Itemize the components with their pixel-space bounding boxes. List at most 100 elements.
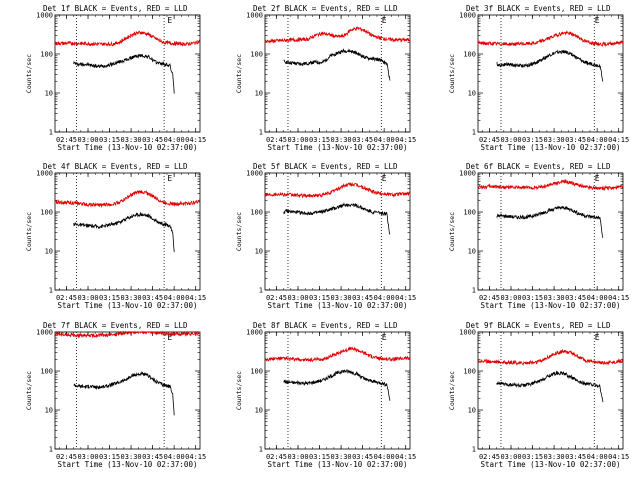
x-tick-label: 03:15: [522, 136, 543, 144]
x-tick-label: 02:45: [266, 453, 287, 461]
x-tick-label: 02:45: [56, 136, 77, 144]
x-tick-label: 04:00: [164, 453, 185, 461]
x-tick-label: 04:15: [395, 294, 416, 302]
x-axis-label: Start Time (13-Nov-10 02:37:00): [481, 460, 621, 469]
x-tick-label: 03:45: [565, 136, 586, 144]
y-tick-label: 100: [250, 209, 263, 217]
y-tick-label: 10: [468, 90, 476, 98]
y-tick-label: 10: [45, 407, 53, 415]
eclipse-marker: E: [167, 174, 172, 183]
x-tick-label: 04:15: [185, 453, 206, 461]
y-tick-label: 1: [472, 129, 476, 137]
y-axis-label: Counts/sec: [235, 54, 243, 93]
x-axis-label: Start Time (13-Nov-10 02:37:00): [268, 143, 408, 152]
x-axis-label: Start Time (13-Nov-10 02:37:00): [481, 301, 621, 310]
x-tick-label: 03:30: [331, 294, 352, 302]
plot-frame: [477, 172, 624, 291]
series-line-events: [496, 49, 604, 82]
detector-panel-9: Det 9f BLACK = Events, RED = LLD 1 10 100 10…: [448, 321, 629, 469]
x-tick-label: 04:15: [395, 453, 416, 461]
panel-title: Det 7f BLACK = Events, RED = LLD: [43, 321, 188, 330]
x-tick-label: 03:00: [77, 136, 98, 144]
panel-title: Det 3f BLACK = Events, RED = LLD: [466, 4, 611, 13]
x-tick-label: 03:00: [287, 136, 308, 144]
x-tick-label: 03:30: [121, 453, 142, 461]
eclipse-marker: E: [595, 174, 600, 183]
x-tick-label: 03:30: [331, 453, 352, 461]
y-tick-label: 100: [250, 368, 263, 376]
series-line-lld: [264, 182, 411, 199]
y-tick-label: 1: [49, 287, 53, 295]
x-tick-label: 04:15: [185, 294, 206, 302]
x-tick-label: 04:15: [395, 136, 416, 144]
y-axis-label: Counts/sec: [235, 371, 243, 410]
x-tick-label: 03:00: [500, 453, 521, 461]
series-line-lld: [54, 330, 201, 339]
y-tick-label: 1000: [246, 329, 263, 337]
series-line-lld: [264, 26, 411, 44]
series-line-events: [73, 371, 175, 416]
series-line-lld: [264, 346, 411, 363]
x-tick-label: 04:00: [587, 136, 608, 144]
x-tick-label: 02:45: [479, 136, 500, 144]
x-tick-label: 03:15: [99, 294, 120, 302]
y-tick-label: 100: [463, 368, 476, 376]
y-tick-label: 1: [472, 446, 476, 454]
x-tick-label: 03:15: [309, 294, 330, 302]
x-axis-label: Start Time (13-Nov-10 02:37:00): [58, 143, 198, 152]
y-tick-label: 1000: [246, 12, 263, 20]
x-axis-label: Start Time (13-Nov-10 02:37:00): [58, 460, 198, 469]
detector-panel-6: Det 6f BLACK = Events, RED = LLD 1 10 100 10…: [448, 162, 629, 310]
x-tick-label: 03:30: [331, 136, 352, 144]
y-tick-label: 1000: [459, 12, 476, 20]
y-tick-label: 10: [468, 248, 476, 256]
x-tick-label: 03:15: [99, 453, 120, 461]
x-axis-label: Start Time (13-Nov-10 02:37:00): [268, 301, 408, 310]
eclipse-marker: E: [382, 174, 387, 183]
y-tick-label: 10: [45, 248, 53, 256]
eclipse-marker: E: [382, 333, 387, 342]
y-axis-label: Counts/sec: [448, 371, 456, 410]
plot-frame: [264, 172, 411, 291]
x-tick-label: 04:15: [608, 136, 629, 144]
x-tick-label: 03:30: [544, 294, 565, 302]
x-tick-label: 03:15: [309, 136, 330, 144]
plot-frame: [54, 331, 201, 450]
x-tick-label: 02:45: [479, 294, 500, 302]
y-axis-label: Counts/sec: [25, 54, 33, 93]
x-tick-label: 03:00: [77, 453, 98, 461]
x-tick-label: 03:45: [352, 294, 373, 302]
x-tick-label: 04:00: [164, 136, 185, 144]
y-tick-label: 1000: [36, 170, 53, 178]
x-tick-label: 02:45: [56, 453, 77, 461]
eclipse-marker: E: [595, 333, 600, 342]
series-line-lld: [54, 189, 201, 209]
y-tick-label: 1: [259, 446, 263, 454]
plot-frame: [54, 172, 201, 291]
eclipse-marker: E: [167, 16, 172, 25]
x-tick-label: 04:15: [608, 294, 629, 302]
x-axis-label: Start Time (13-Nov-10 02:37:00): [268, 460, 408, 469]
series-line-lld: [477, 348, 624, 366]
y-tick-label: 100: [40, 209, 53, 217]
panel-title: Det 2f BLACK = Events, RED = LLD: [253, 4, 398, 13]
x-tick-label: 03:30: [121, 294, 142, 302]
series-line-events: [283, 369, 391, 401]
y-tick-label: 10: [468, 407, 476, 415]
x-tick-label: 03:00: [500, 136, 521, 144]
x-tick-label: 03:30: [544, 453, 565, 461]
x-tick-label: 03:45: [142, 453, 163, 461]
detector-panel-5: Det 5f BLACK = Events, RED = LLD 1 10 100 10…: [235, 162, 416, 310]
panel-title: Det 6f BLACK = Events, RED = LLD: [466, 162, 611, 171]
plot-frame: [54, 14, 201, 133]
x-tick-label: 02:45: [266, 294, 287, 302]
y-tick-label: 1: [49, 446, 53, 454]
plot-frame: [477, 331, 624, 450]
y-tick-label: 1000: [459, 170, 476, 178]
x-tick-label: 04:00: [374, 136, 395, 144]
detector-panel-4: Det 4f BLACK = Events, RED = LLD 1 10 100 10…: [25, 162, 206, 310]
y-tick-label: 100: [40, 51, 53, 59]
x-tick-label: 03:45: [565, 453, 586, 461]
y-axis-label: Counts/sec: [25, 371, 33, 410]
